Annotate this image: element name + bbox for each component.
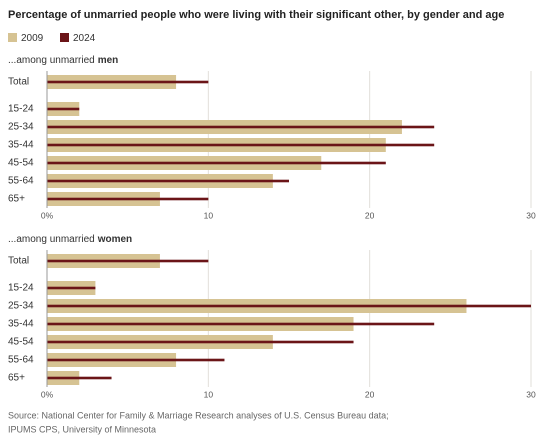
- y-tick-label: 55-64: [8, 355, 34, 366]
- subtitle-part: ...among unmarried: [8, 234, 95, 245]
- bar-line: [47, 340, 354, 344]
- y-tick-label: Total: [8, 256, 29, 267]
- legend-label: 2024: [73, 33, 96, 44]
- y-tick-label: 35-44: [8, 319, 34, 330]
- x-tick-label: 20: [365, 210, 375, 220]
- y-tick-label: 45-54: [8, 337, 34, 348]
- y-tick-label: 55-64: [8, 176, 34, 187]
- x-tick-label: 0%: [41, 210, 54, 220]
- bar-line: [47, 107, 80, 111]
- bar-line: [47, 80, 209, 84]
- bar-line: [47, 358, 225, 362]
- y-tick-label: 35-44: [8, 140, 34, 151]
- x-tick-label: 30: [526, 210, 536, 220]
- x-tick-label: 20: [365, 389, 375, 399]
- bar-line: [47, 161, 386, 165]
- source: IPUMS CPS, University of Minnesota: [8, 424, 156, 434]
- chart-title: Percentage of unmarried people who were …: [8, 9, 504, 21]
- bar-line: [47, 179, 289, 183]
- bar-line: [47, 286, 96, 290]
- source: Source: National Center for Family & Mar…: [8, 410, 389, 420]
- subtitle-part: ...among unmarried: [8, 55, 95, 66]
- y-tick-label: 65+: [8, 373, 25, 384]
- bar-line: [47, 322, 435, 326]
- legend-swatch: [60, 33, 69, 42]
- y-tick-label: Total: [8, 77, 29, 88]
- bar-line: [47, 376, 112, 380]
- x-tick-label: 10: [204, 389, 214, 399]
- subtitle: ...among unmarried women: [8, 234, 132, 245]
- bar-line: [47, 259, 209, 263]
- y-tick-label: 15-24: [8, 283, 34, 294]
- subtitle-part: men: [98, 55, 119, 66]
- legend-swatch: [8, 33, 17, 42]
- x-tick-label: 30: [526, 389, 536, 399]
- y-tick-label: 65+: [8, 194, 25, 205]
- y-tick-label: 25-34: [8, 301, 34, 312]
- y-tick-label: 15-24: [8, 104, 34, 115]
- y-tick-label: 45-54: [8, 158, 34, 169]
- bar-line: [47, 143, 435, 147]
- y-tick-label: 25-34: [8, 122, 34, 133]
- x-tick-label: 10: [204, 210, 214, 220]
- x-tick-label: 0%: [41, 389, 54, 399]
- subtitle-part: women: [97, 234, 132, 245]
- subtitle: ...among unmarried men: [8, 55, 118, 66]
- legend-label: 2009: [21, 33, 44, 44]
- bar-line: [47, 304, 531, 308]
- bar-line: [47, 197, 209, 201]
- bar-line: [47, 125, 435, 129]
